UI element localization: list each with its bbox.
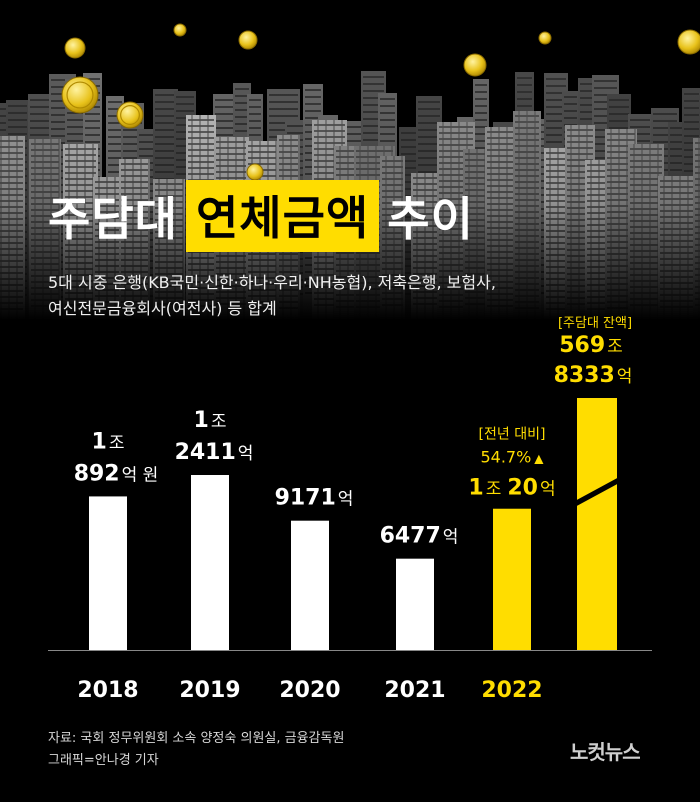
balance-value-line2: 8333 억 [554, 363, 633, 388]
data-label-line2: 892 억 원 [74, 461, 159, 486]
data-label-line2: 6477 억 [380, 524, 459, 549]
coin-icon [64, 37, 86, 59]
data-label-line2: 2411 억 [175, 440, 254, 465]
x-tick-label: 2019 [179, 678, 240, 703]
source-line1: 자료: 국회 정무위원회 소속 양정숙 의원실, 금융감독원 [48, 731, 345, 746]
chart-title: 주담대 연체금액 추이 [48, 180, 474, 252]
bar-2020 [291, 520, 329, 650]
coin-icon [238, 30, 258, 50]
balance-value-line1: 569 조 [559, 333, 623, 358]
bar-2021 [396, 558, 434, 650]
publisher-logo: 노컷뉴스 [570, 740, 641, 764]
x-tick-label: 2018 [77, 678, 138, 703]
balance-bracket-label: [주담대 잔액] [558, 316, 632, 331]
coin-icon [173, 23, 187, 37]
yoy-change-label: 54.7% ▲ [480, 448, 544, 467]
falling-coins [61, 23, 700, 181]
bar-2018 [89, 496, 127, 650]
title-part1: 주담대 [48, 192, 178, 246]
coin-icon [677, 29, 700, 55]
source-note: 자료: 국회 정무위원회 소속 양정숙 의원실, 금융감독원 그래픽=안나경 기… [48, 728, 344, 772]
title-part2: 추이 [387, 192, 474, 246]
coin-icon [463, 53, 487, 77]
yoy-bracket-label: [전년 대비] [479, 427, 546, 443]
source-line2: 그래픽=안나경 기자 [48, 753, 159, 768]
x-tick-label: 2021 [384, 678, 445, 703]
subtitle-line1: 5대 시중 은행(KB국민·신한·하나·우리·NH농협), 저축은행, 보험사, [48, 273, 496, 292]
title-highlight: 연체금액 [185, 180, 380, 252]
data-label-line2: 9171 억 [275, 486, 354, 511]
x-tick-label: 2022 [481, 678, 542, 703]
bar-2019 [191, 475, 229, 650]
coin-icon [538, 31, 552, 45]
bar-2022-balance [577, 398, 617, 650]
x-tick-label: 2020 [279, 678, 340, 703]
subtitle-line2: 여신전문금융회사(여전사) 등 합계 [48, 299, 277, 318]
yoy-amount-label: 1 조 20 억 [468, 476, 555, 501]
chart-subtitle: 5대 시중 은행(KB국민·신한·하나·우리·NH농협), 저축은행, 보험사,… [48, 270, 496, 322]
bar-2022 [493, 508, 531, 650]
axis-break-mark [573, 476, 621, 508]
